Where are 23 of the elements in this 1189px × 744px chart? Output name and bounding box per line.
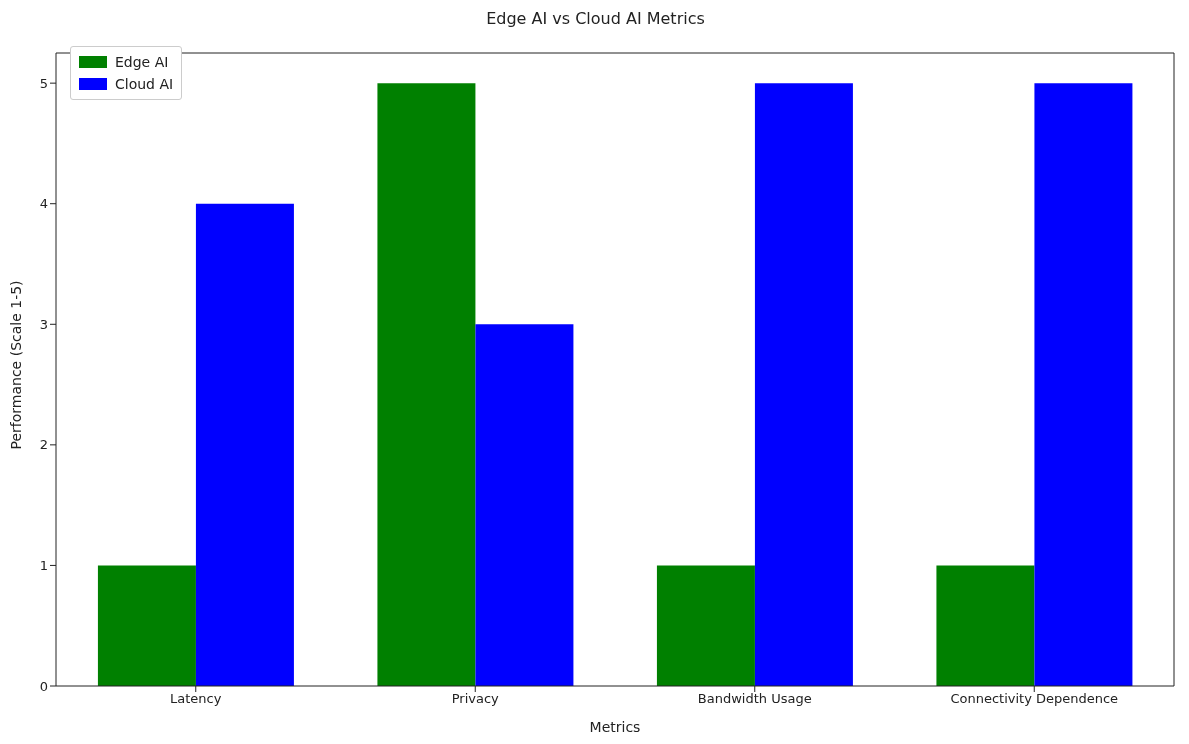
- y-tick-label: 0: [39, 678, 48, 694]
- x-tick-label: Latency: [170, 691, 222, 707]
- x-tick-label: Privacy: [451, 691, 500, 707]
- y-tick-label: 3: [39, 316, 48, 332]
- legend-label: Edge AI: [115, 53, 169, 72]
- bar: [475, 324, 574, 686]
- y-axis-title: Performance (Scale 1-5): [7, 280, 24, 450]
- x-tick-label: Bandwidth Usage: [697, 691, 812, 707]
- bar: [97, 565, 196, 686]
- bar: [1034, 83, 1133, 686]
- y-tick-label: 1: [39, 558, 48, 574]
- x-tick-label: Connectivity Dependence: [950, 691, 1119, 707]
- bar: [195, 203, 294, 686]
- chart-title: Edge AI vs Cloud AI Metrics: [485, 8, 706, 30]
- bar: [656, 565, 755, 686]
- y-tick-label: 2: [39, 437, 48, 453]
- y-tick-label: 5: [39, 75, 48, 91]
- x-axis-title: Metrics: [589, 719, 641, 735]
- legend-label: Cloud AI: [115, 75, 174, 94]
- bar: [377, 83, 476, 686]
- y-tick-label: 4: [39, 196, 48, 212]
- bar: [754, 83, 853, 686]
- bar: [936, 565, 1035, 686]
